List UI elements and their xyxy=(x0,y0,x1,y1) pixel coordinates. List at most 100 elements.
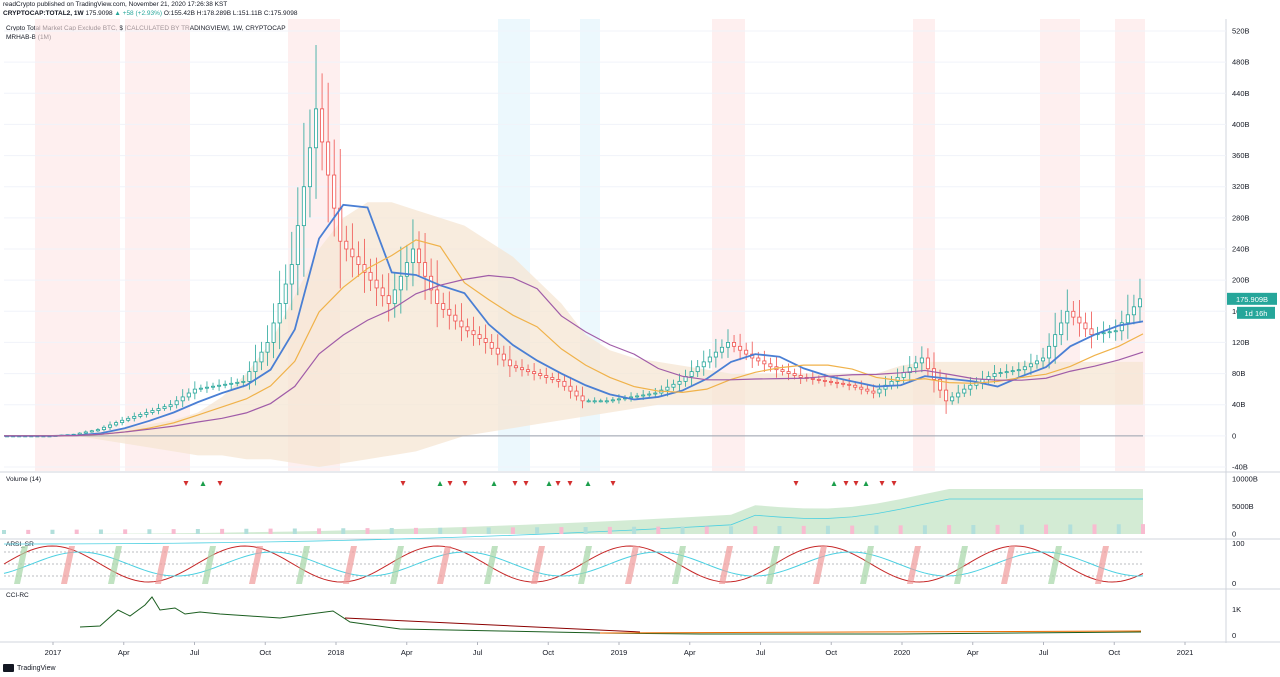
volume-bar xyxy=(147,529,152,534)
volume-bar xyxy=(801,525,806,534)
x-tick-label: 2021 xyxy=(1177,648,1194,657)
candle-body xyxy=(1059,322,1064,336)
candle-body xyxy=(556,379,561,382)
volume-bar xyxy=(1116,524,1121,534)
volume-bar xyxy=(244,528,249,534)
candle-body xyxy=(998,372,1003,374)
candle-body xyxy=(913,362,918,369)
signal-down-marker xyxy=(512,481,518,486)
candle-body xyxy=(756,357,761,362)
candle-body xyxy=(162,406,167,410)
candle-body xyxy=(513,365,518,369)
volume-bar xyxy=(220,528,225,534)
volume-bar xyxy=(268,528,273,534)
candle-body xyxy=(732,342,737,347)
candle-body xyxy=(301,186,306,227)
candle-body xyxy=(495,347,500,355)
candle-body xyxy=(1028,363,1033,368)
highlight-band-1 xyxy=(125,19,190,471)
candle-body xyxy=(538,373,543,376)
candle-body xyxy=(1022,366,1027,371)
candle-body xyxy=(810,378,815,380)
candle-body xyxy=(1034,360,1039,365)
candle-body xyxy=(877,388,882,394)
volume-area xyxy=(4,489,1143,534)
symbol: CRYPTOCAP:TOTAL2, 1W xyxy=(3,9,84,17)
rsi-ribbon xyxy=(672,546,686,584)
candle-body xyxy=(853,384,858,388)
highlight-band-0 xyxy=(35,19,120,471)
rsi-ribbon xyxy=(155,546,169,584)
candle-body xyxy=(520,367,525,371)
signal-down-marker xyxy=(217,481,223,486)
volume-tick-label: 5000B xyxy=(1232,502,1254,511)
volume-bar xyxy=(510,527,515,534)
candle-body xyxy=(277,303,282,324)
volume-bar xyxy=(825,525,830,534)
volume-bar xyxy=(195,529,200,534)
candle-body xyxy=(204,386,209,389)
candle-body xyxy=(931,368,936,380)
candle-body xyxy=(247,371,252,382)
candle-body xyxy=(586,400,591,403)
orange-ma-line xyxy=(4,239,1144,437)
candle-body xyxy=(332,174,337,209)
y-tick-label: 200B xyxy=(1232,276,1250,285)
candle-body xyxy=(1010,370,1015,373)
candle-body xyxy=(725,342,730,348)
candle-body xyxy=(295,225,300,265)
candle-body xyxy=(762,360,767,365)
candle-body xyxy=(871,390,876,394)
candle-body xyxy=(744,349,749,355)
volume-bar xyxy=(874,525,879,534)
y-tick-label: 320B xyxy=(1232,182,1250,191)
candle-body xyxy=(677,380,682,385)
rsi-ribbon xyxy=(14,546,28,584)
signal-down-marker xyxy=(462,481,468,486)
cloud-area xyxy=(4,202,1143,468)
candle-body xyxy=(507,359,512,367)
signal-down-marker xyxy=(523,481,529,486)
y-tick-label: 120B xyxy=(1232,338,1250,347)
volume-bar xyxy=(535,527,540,534)
rsi-pane-label: ARSI_SR xyxy=(6,541,34,548)
tradingview-icon xyxy=(3,664,14,672)
candle-body xyxy=(1077,316,1082,324)
candle-body xyxy=(126,417,131,421)
rsi-signal-line xyxy=(3,551,1144,577)
candle-body xyxy=(780,369,785,373)
candle-body xyxy=(447,308,452,316)
volume-bar xyxy=(2,530,6,534)
candle-body xyxy=(186,392,191,398)
candle-body xyxy=(483,338,488,343)
signal-down-marker xyxy=(555,481,561,486)
signal-down-marker xyxy=(891,481,897,486)
ohlc: O:155.42B H:178.289B L:151.11B C:175.909… xyxy=(163,9,298,17)
candle-body xyxy=(471,330,476,336)
candle-body xyxy=(259,351,264,363)
volume-bar xyxy=(850,525,855,534)
publisher-line: readCrypto published on TradingView.com,… xyxy=(3,1,228,8)
candle-body xyxy=(477,334,482,339)
candle-body xyxy=(968,384,973,390)
y-tick-label: 440B xyxy=(1232,89,1250,98)
signal-up-marker xyxy=(200,481,206,486)
signal-up-marker xyxy=(437,481,443,486)
candle-body xyxy=(580,395,585,402)
candle-body xyxy=(1065,310,1070,324)
rsi-ribbon xyxy=(1048,546,1062,584)
signal-down-marker xyxy=(610,481,616,486)
candle-body xyxy=(198,387,203,390)
candle-body xyxy=(641,394,646,397)
countdown-badge-text: 1d 16h xyxy=(1245,309,1268,318)
rsi-ribbon xyxy=(1095,546,1109,584)
candle-body xyxy=(653,392,658,395)
x-tick-label: Oct xyxy=(825,648,838,657)
rsi-ribbon xyxy=(390,546,404,584)
candle-body xyxy=(404,262,409,277)
x-tick-label: 2018 xyxy=(328,648,345,657)
candle-body xyxy=(835,381,840,384)
volume-bar xyxy=(777,526,782,534)
rsi-ribbon xyxy=(954,546,968,584)
